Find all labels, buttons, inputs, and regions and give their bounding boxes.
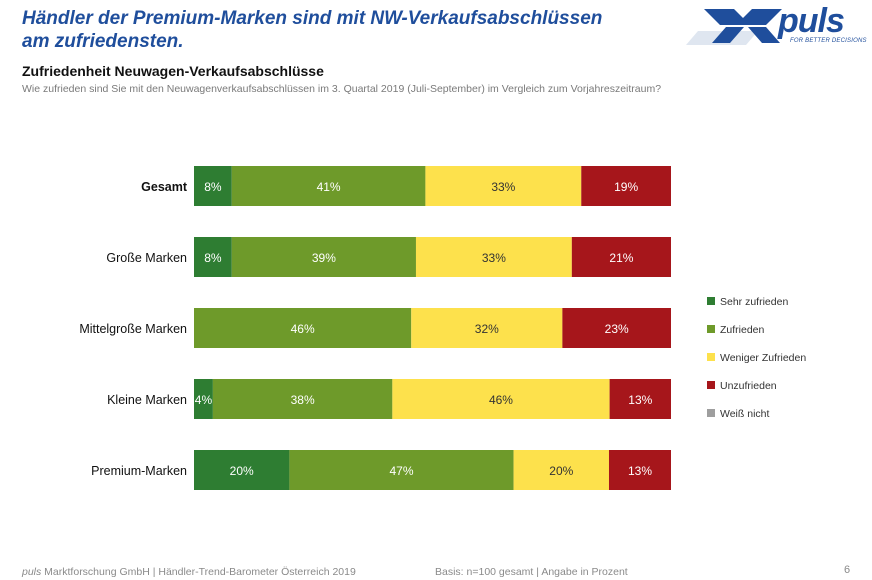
data-label: 41%	[317, 180, 341, 194]
page-number: 6	[844, 564, 851, 576]
data-label: 46%	[489, 393, 513, 407]
bar-segment	[411, 308, 563, 348]
category-label: Kleine Marken	[107, 393, 187, 407]
legend-label: Weniger Zufrieden	[720, 352, 806, 364]
legend-label: Zufrieden	[720, 324, 765, 336]
data-label: 19%	[614, 180, 638, 194]
bar-segment	[212, 379, 393, 419]
legend-label: Unzufrieden	[720, 380, 777, 392]
data-label: 20%	[549, 464, 573, 478]
bar-segment	[609, 379, 671, 419]
logo-tagline: FOR BETTER DECISIONS	[790, 38, 867, 44]
legend-swatch	[707, 381, 715, 389]
chart-title: Zufriedenheit Neuwagen-Verkaufsabschlüss…	[22, 63, 324, 79]
footer-basis: Basis: n=100 gesamt | Angabe in Prozent	[435, 566, 628, 578]
category-label: Große Marken	[106, 251, 187, 265]
data-label: 8%	[204, 251, 222, 265]
data-label: 38%	[291, 393, 315, 407]
bar-segment	[425, 166, 582, 206]
legend-swatch	[707, 325, 715, 333]
bar-segment	[194, 379, 213, 419]
legend-swatch	[707, 409, 715, 417]
data-label: 20%	[230, 464, 254, 478]
category-label: Gesamt	[141, 180, 188, 194]
data-label: 32%	[475, 322, 499, 336]
bar-segment	[194, 237, 232, 277]
data-label: 21%	[609, 251, 633, 265]
bar-segment	[231, 166, 426, 206]
legend-swatch	[707, 353, 715, 361]
bar-segment	[581, 166, 671, 206]
bar-segment	[562, 308, 671, 348]
data-label: 23%	[605, 322, 629, 336]
bar-segment	[231, 237, 416, 277]
bar-segment	[415, 237, 572, 277]
category-label: Mittelgroße Marken	[79, 322, 187, 336]
legend-label: Sehr zufrieden	[720, 296, 788, 308]
data-label: 39%	[312, 251, 336, 265]
bar-segment	[513, 450, 609, 490]
logo-text: puls	[778, 2, 845, 40]
stacked-bar-chart: Gesamt 8% 41% 33% 19% Große Marken 8% 39% 33% 21%…	[79, 166, 806, 490]
data-label: 13%	[628, 464, 652, 478]
data-label: 47%	[389, 464, 413, 478]
bar-segment	[194, 166, 232, 206]
bar-segment	[608, 450, 671, 490]
bar-segment	[194, 308, 412, 348]
data-label: 33%	[482, 251, 506, 265]
bar-segment	[571, 237, 671, 277]
survey-question: Wie zufrieden sind Sie mit den Neuwagenv…	[22, 83, 662, 95]
data-label: 8%	[204, 180, 222, 194]
footer-source-text: Marktforschung GmbH | Händler-Trend-Baro…	[41, 566, 356, 578]
footer-brand: puls	[22, 566, 42, 578]
data-label: 4%	[195, 393, 213, 407]
footer-source: puls Marktforschung GmbH | Händler-Trend…	[22, 566, 356, 578]
category-label: Premium-Marken	[91, 464, 187, 478]
page-title: Händler der Premium-Marken sind mit NW-V…	[22, 8, 603, 52]
bar-segment	[392, 379, 610, 419]
puls-logo-mark	[686, 9, 782, 45]
data-label: 13%	[628, 393, 652, 407]
bar-segment	[289, 450, 514, 490]
data-label: 33%	[491, 180, 515, 194]
legend-swatch	[707, 297, 715, 305]
bar-segment	[194, 450, 290, 490]
data-label: 46%	[291, 322, 315, 336]
legend-label: Weiß nicht	[720, 408, 769, 420]
